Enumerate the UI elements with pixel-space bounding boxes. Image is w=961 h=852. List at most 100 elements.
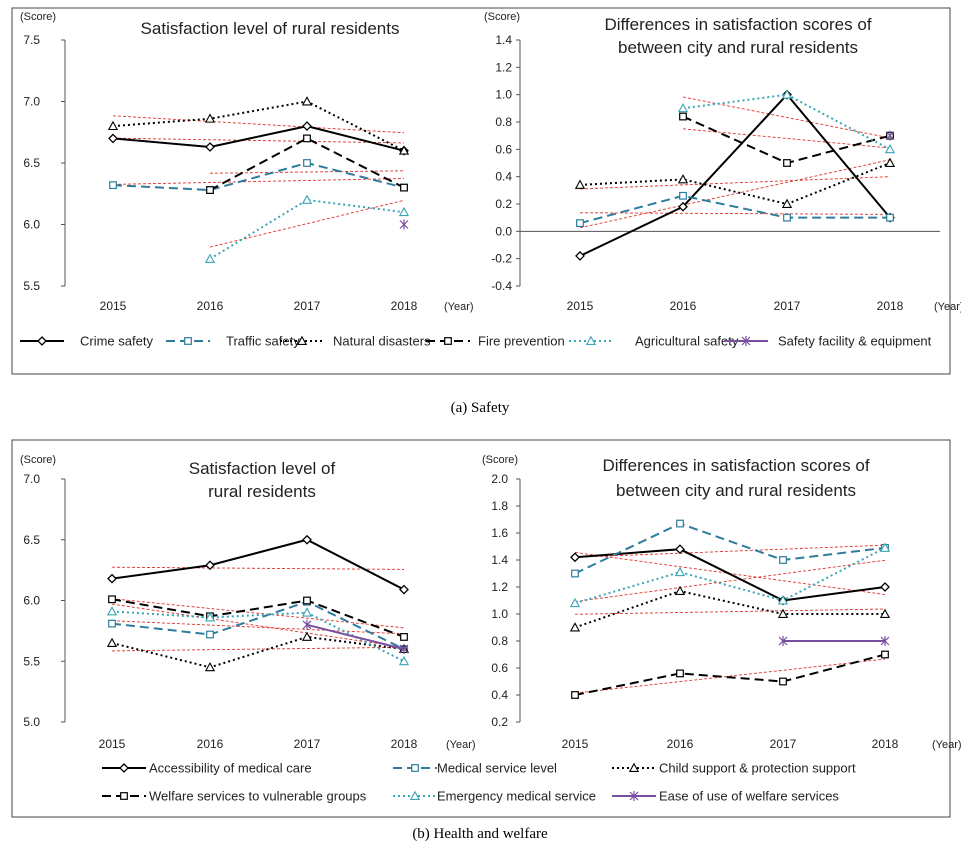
data-point: [777, 608, 789, 618]
data-point: [204, 612, 216, 622]
legend-label: Safety facility & equipment: [778, 334, 932, 349]
trendline-natural-disasters: [112, 115, 405, 134]
data-point: [880, 582, 890, 592]
trendline-child-support-protection-support: [574, 608, 886, 615]
legend-item-agricultural-safety: Agricultural safety: [569, 334, 739, 349]
x-tick-label: 2016: [197, 299, 224, 313]
y-tick-label: 1.2: [495, 60, 512, 74]
y-tick-label: 1.2: [491, 580, 508, 594]
legend-item-traffic-safety: Traffic safety: [166, 334, 300, 349]
y-tick-label: 6.5: [23, 533, 40, 547]
y-tick-label: 1.8: [491, 499, 508, 513]
series-traffic-safety: [109, 159, 408, 194]
series-line: [682, 115, 891, 165]
caption-b: (b) Health and welfare: [412, 826, 548, 842]
y-tick-label: 1.4: [495, 33, 512, 47]
legend-a: Crime safety Traffic safety Natural disast…: [20, 334, 932, 349]
data-point: [781, 198, 793, 208]
series-safety-facility-equipment: [885, 130, 895, 141]
series-emergency-medical-service: [569, 542, 891, 608]
chart-b-left: Satisfaction level of rural residents (Sco…: [20, 454, 476, 751]
y-axis-unit-label: (Score): [20, 454, 56, 466]
trendline-child-support-protection-support: [111, 646, 405, 652]
y-tick-label: 1.0: [491, 607, 508, 621]
y-tick-label: 0.4: [491, 688, 508, 702]
legend-label: Medical service level: [437, 761, 557, 776]
data-point: [106, 606, 118, 616]
legend-item-child-support-protection-support: Child support & protection support: [612, 761, 856, 776]
data-point: [575, 251, 585, 261]
series-line: [579, 162, 891, 206]
legend-marker: [37, 336, 47, 346]
data-point: [106, 637, 118, 647]
trendline-welfare-services-to-vulnerable-groups: [574, 658, 886, 694]
y-axis-unit-label: (Score): [484, 11, 520, 23]
data-point: [679, 191, 687, 200]
data-point: [676, 519, 684, 528]
chart-title: Satisfaction level of: [189, 459, 336, 478]
trendline-agricultural-safety: [209, 199, 405, 248]
data-point: [674, 585, 686, 596]
series-line: [112, 161, 405, 192]
data-point: [779, 677, 787, 686]
x-tick-label: 2017: [774, 299, 801, 313]
data-point: [779, 556, 787, 564]
trendline-crime-safety: [579, 159, 891, 229]
trendline-medical-service-level: [574, 544, 886, 558]
x-tick-label: 2016: [197, 737, 224, 751]
y-tick-label: 0.6: [491, 661, 508, 675]
trendline-traffic-safety: [112, 178, 405, 185]
data-point: [569, 597, 581, 608]
data-point: [109, 181, 117, 190]
data-point: [398, 655, 410, 666]
series-traffic-safety: [576, 191, 894, 228]
data-point: [204, 253, 216, 263]
series-accessibility-of-medical-care: [107, 534, 409, 595]
trendline-fire-prevention: [682, 128, 891, 149]
series-line: [209, 198, 405, 260]
y-tick-label: 7.0: [23, 95, 40, 109]
legend-marker: [409, 790, 421, 800]
x-tick-label: 2015: [567, 299, 594, 313]
panel-b-frame: [11, 439, 951, 818]
caption-a: (a) Safety: [451, 400, 510, 416]
y-tick-label: 5.5: [23, 654, 40, 668]
trendline-natural-disasters: [579, 176, 891, 190]
data-point: [303, 134, 311, 143]
legend-label: Welfare services to vulnerable groups: [149, 789, 367, 804]
legend-marker: [411, 764, 419, 772]
data-point: [571, 569, 579, 578]
y-axis-unit-label: (Score): [20, 11, 56, 23]
data-point: [677, 174, 689, 184]
legend-item-ease-of-use-of-welfare-services: Ease of use of welfare services: [612, 789, 839, 804]
y-tick-label: 0.6: [495, 142, 512, 156]
legend-marker: [741, 336, 751, 346]
chart-title: between city and rural residents: [616, 481, 856, 500]
x-tick-label: 2017: [294, 737, 321, 751]
series-natural-disasters: [574, 157, 896, 208]
x-tick-label: 2018: [877, 299, 904, 313]
y-tick-label: 5.0: [23, 715, 40, 729]
y-tick-label: 1.4: [491, 553, 508, 567]
data-point: [399, 644, 409, 655]
legend-label: Child support & protection support: [659, 761, 856, 776]
y-tick-label: 5.5: [23, 279, 40, 293]
x-tick-label: 2015: [562, 737, 589, 751]
data-point: [204, 661, 216, 672]
data-point: [783, 213, 791, 222]
data-point: [400, 183, 408, 192]
data-point: [303, 159, 311, 167]
data-point: [399, 219, 409, 230]
series-line: [306, 623, 405, 651]
trendline-accessibility-of-medical-care: [111, 566, 405, 570]
series-line: [579, 194, 890, 225]
data-point: [302, 121, 312, 132]
data-point: [678, 201, 688, 212]
series-agricultural-safety: [677, 89, 896, 154]
y-tick-label: 7.0: [23, 472, 40, 486]
chart-title: Satisfaction level of rural residents: [141, 19, 400, 38]
legend-item-fire-prevention: Fire prevention: [426, 334, 565, 349]
data-point: [204, 113, 216, 123]
data-point: [303, 596, 311, 605]
series-emergency-medical-service: [106, 606, 410, 666]
